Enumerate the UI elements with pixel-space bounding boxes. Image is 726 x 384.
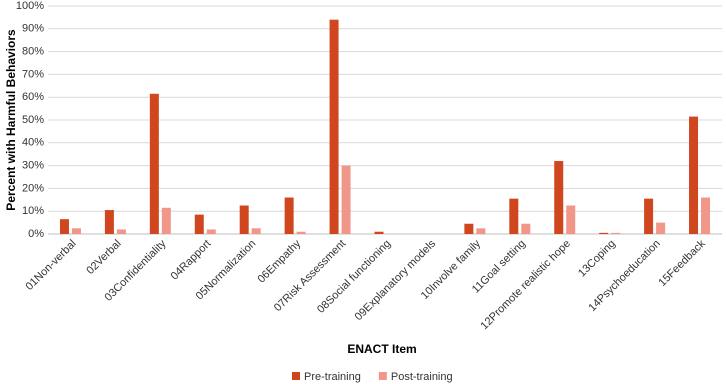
x-tick-label: 12Promote realistic hope	[478, 238, 573, 333]
bar	[689, 116, 699, 234]
bar	[611, 232, 621, 234]
bar	[206, 229, 216, 234]
y-tick-label: 40%	[22, 137, 44, 149]
bar	[71, 228, 81, 234]
bar	[239, 205, 249, 234]
y-tick-label: 90%	[22, 23, 44, 35]
legend-swatch	[292, 372, 300, 380]
y-tick-label: 20%	[22, 182, 44, 194]
bar	[251, 228, 261, 234]
bar	[329, 19, 339, 235]
y-axis-title: Percent with Harmful Behaviors	[4, 29, 18, 211]
x-tick-label: 09Explanatory models	[353, 237, 439, 323]
y-tick-label: 0%	[28, 228, 44, 240]
x-tick-label: 13Coping	[576, 238, 618, 280]
x-tick-label: 06Empathy	[255, 237, 303, 285]
y-tick-label: 10%	[22, 205, 44, 217]
bar	[59, 219, 69, 234]
bar	[194, 214, 204, 234]
bar	[341, 165, 351, 234]
legend-label: Post-training	[391, 371, 453, 383]
y-tick-label: 60%	[22, 91, 44, 103]
bar	[149, 93, 159, 234]
x-axis-title: ENACT Item	[347, 342, 416, 356]
bar	[116, 229, 126, 234]
bar	[509, 198, 519, 234]
bar	[104, 210, 114, 234]
bar	[284, 197, 294, 234]
y-tick-label: 50%	[22, 114, 44, 126]
bar	[464, 223, 474, 234]
bar	[296, 231, 306, 234]
y-tick-label: 100%	[16, 0, 44, 12]
bar	[599, 232, 609, 234]
legend-swatch	[378, 372, 387, 380]
bar	[374, 231, 384, 234]
bar	[656, 222, 666, 234]
bar	[161, 207, 171, 234]
x-tick-label: 15Feedback	[656, 237, 708, 289]
x-tick-label: 01Non-verbal	[23, 238, 78, 293]
bar	[701, 197, 711, 234]
x-tick-label: 04Rapport	[169, 238, 214, 283]
bar	[476, 228, 486, 234]
y-tick-label: 30%	[22, 160, 44, 172]
legend-label: Pre-training	[304, 371, 361, 383]
x-tick-label: 02Verbal	[84, 238, 123, 277]
y-tick-label: 80%	[22, 46, 44, 58]
bar	[644, 198, 654, 234]
bar	[521, 223, 531, 234]
y-tick-label: 70%	[22, 68, 44, 80]
bar	[554, 161, 564, 234]
bar	[566, 205, 576, 234]
